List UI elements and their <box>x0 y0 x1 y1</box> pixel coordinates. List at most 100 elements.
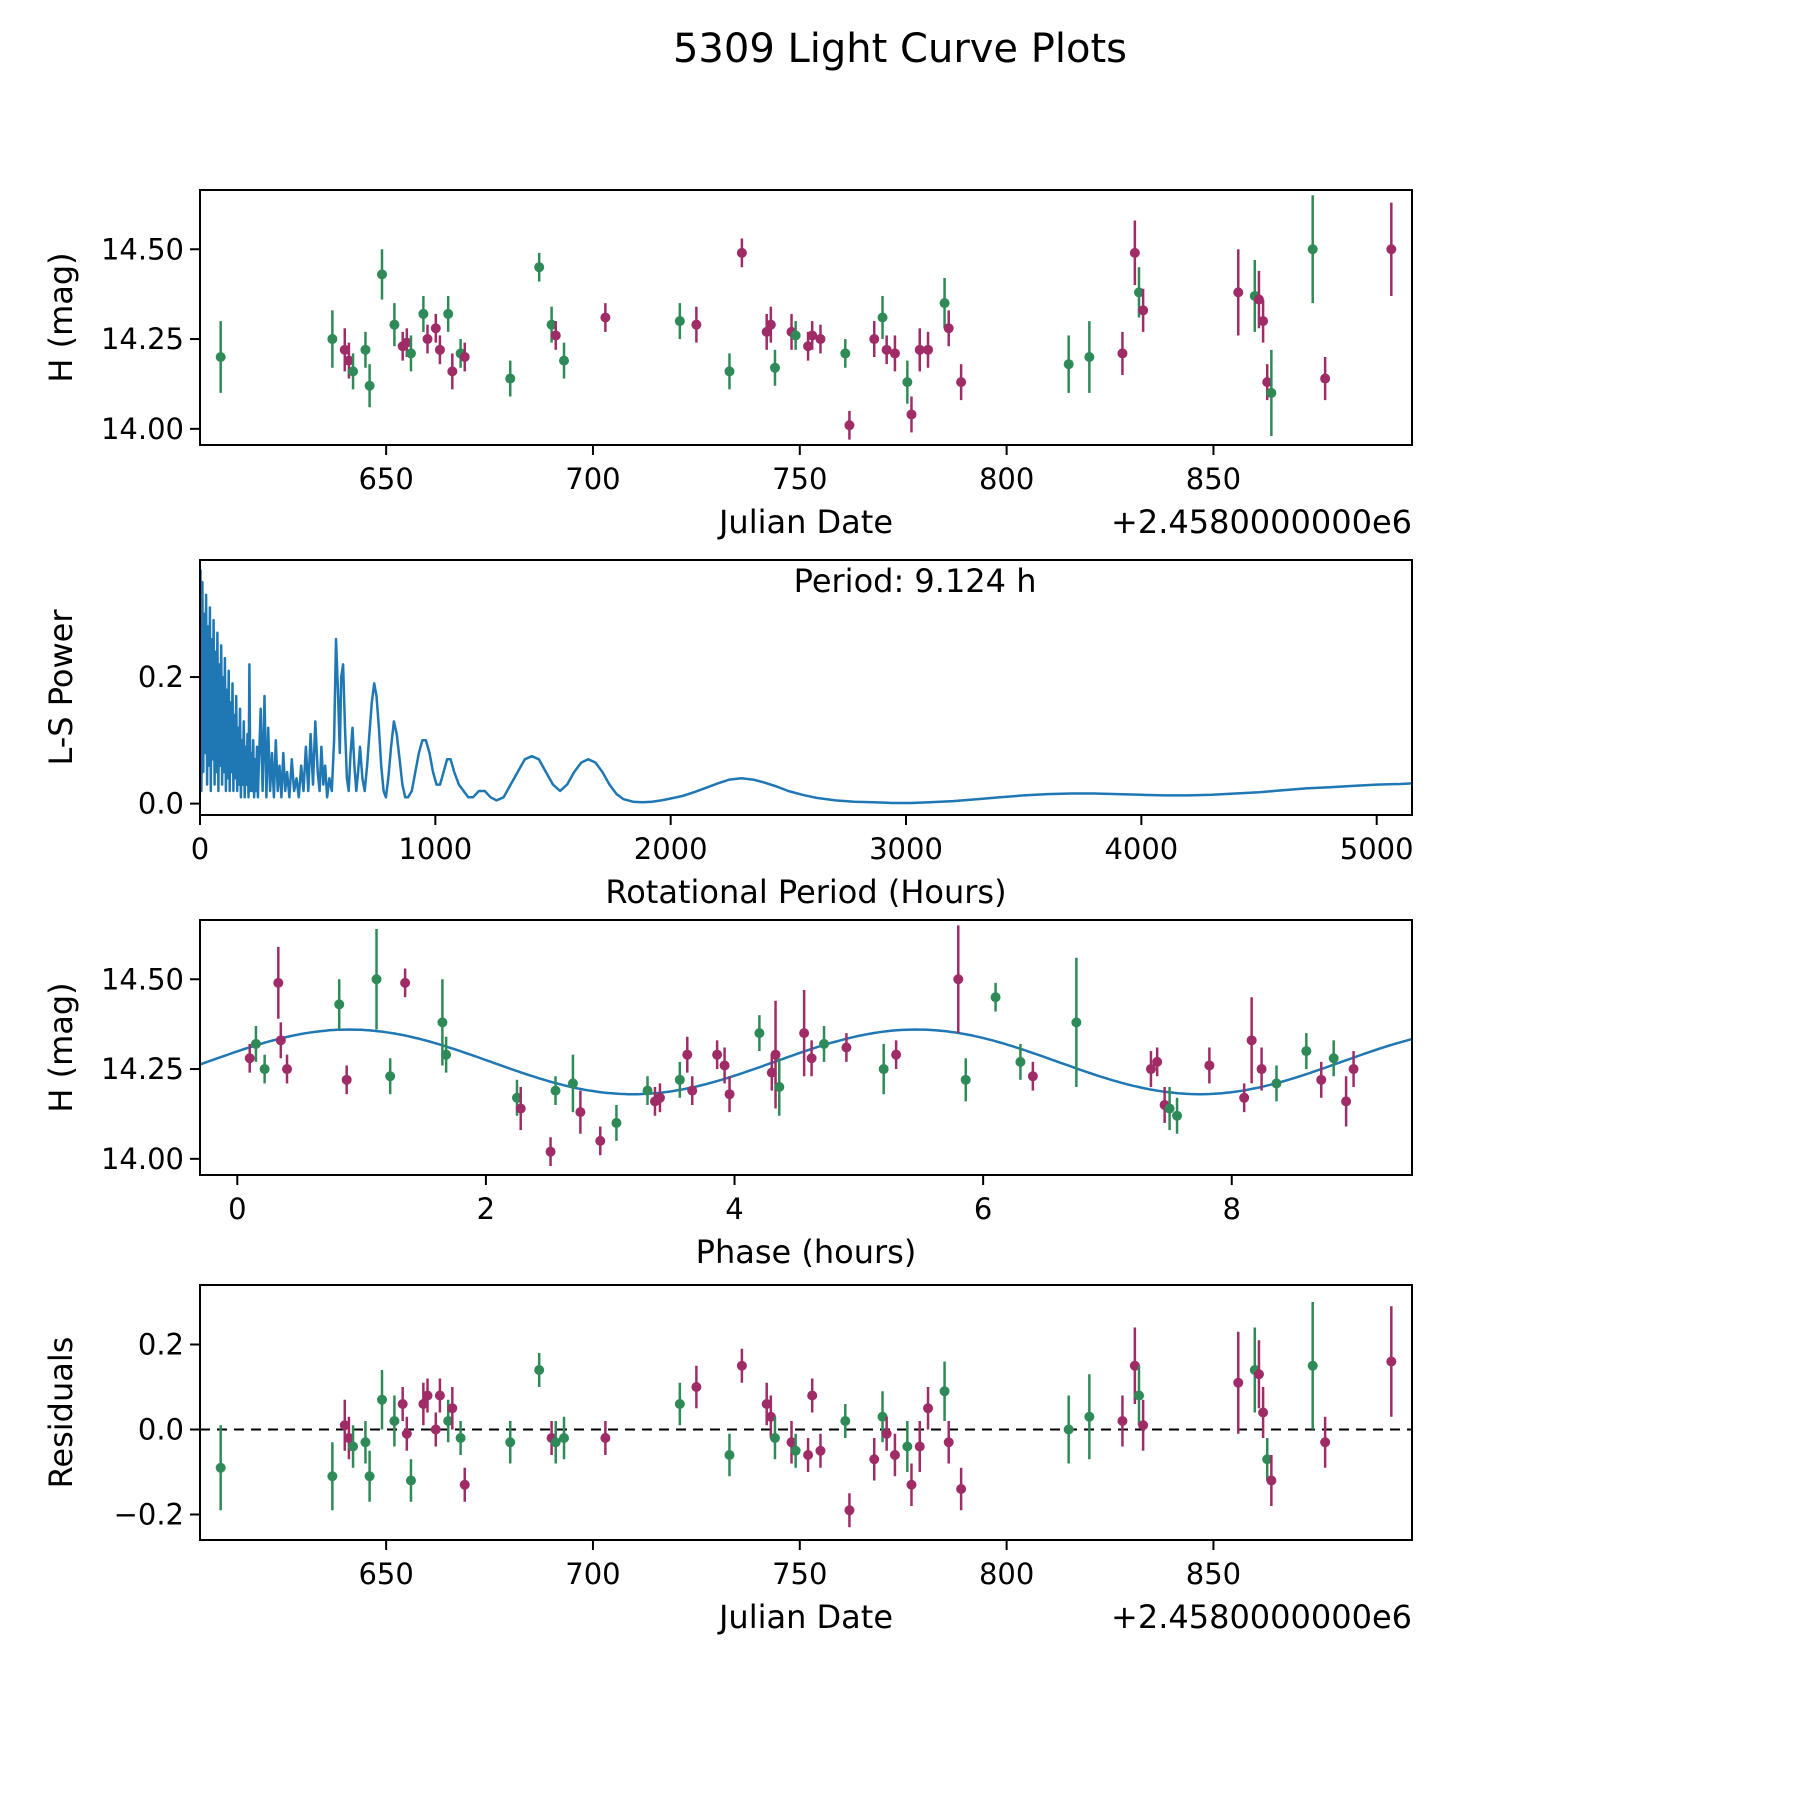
data-point <box>1129 247 1140 258</box>
x-axis-label: Julian Date <box>717 1598 893 1636</box>
data-point <box>600 1433 611 1443</box>
y-tick-label: 0.0 <box>138 787 184 821</box>
data-point <box>770 1049 781 1060</box>
data-point <box>1117 348 1128 359</box>
data-point <box>754 1028 765 1039</box>
data-point <box>1071 1017 1082 1028</box>
data-point <box>550 330 561 341</box>
data-point <box>1015 1056 1026 1067</box>
data-point <box>881 1428 892 1439</box>
data-point <box>339 344 350 355</box>
panel-residuals: 650 700 750 800 850 −0.2 0.0 0.2 Julian Date +2.4… <box>42 1284 1413 1636</box>
data-point <box>341 1074 352 1085</box>
data-point <box>443 308 454 319</box>
data-point <box>682 1049 693 1060</box>
panel-lightcurve: 650 700 750 800 850 14.00 14.25 14.50 Julian Dat… <box>42 189 1413 541</box>
data-point <box>691 319 702 330</box>
data-layer <box>215 195 1397 440</box>
data-point <box>1084 1411 1095 1422</box>
data-point <box>1138 305 1149 316</box>
data-point <box>401 1428 412 1439</box>
x-tick-label: 650 <box>358 462 413 496</box>
x-tick-label: 700 <box>565 462 620 496</box>
data-point <box>914 1441 925 1452</box>
data-point <box>447 1403 458 1414</box>
data-point <box>1307 1360 1318 1371</box>
x-tick-label: 750 <box>772 1557 827 1591</box>
data-point <box>687 1085 698 1096</box>
data-point <box>459 1479 470 1490</box>
y-tick-label: −0.2 <box>114 1498 184 1532</box>
data-point <box>840 348 851 359</box>
data-point <box>902 377 913 388</box>
data-point <box>259 1064 270 1075</box>
data-point <box>1138 1420 1149 1431</box>
figure-title: 5309 Light Curve Plots <box>673 26 1127 72</box>
y-axis-label: L-S Power <box>42 609 80 766</box>
data-point <box>990 992 1001 1003</box>
data-point <box>736 247 747 258</box>
data-point <box>724 366 735 377</box>
data-point <box>405 348 416 359</box>
data-point <box>1262 1454 1273 1465</box>
y-axis-label: Residuals <box>42 1337 80 1489</box>
y-tick-label: 0.2 <box>138 1328 184 1362</box>
data-point <box>339 1420 350 1431</box>
data-point <box>1152 1056 1163 1067</box>
data-point <box>1239 1092 1250 1103</box>
data-point <box>1117 1416 1128 1426</box>
data-point <box>422 334 433 345</box>
data-point <box>447 366 458 377</box>
data-point <box>674 1074 685 1085</box>
x-tick-label: 2 <box>477 1192 495 1226</box>
data-point <box>1341 1096 1352 1107</box>
data-point <box>803 1450 814 1460</box>
data-point <box>422 1390 433 1401</box>
data-point <box>1204 1060 1215 1071</box>
data-point <box>546 319 557 330</box>
data-point <box>1320 373 1331 384</box>
data-point <box>1386 244 1397 255</box>
x-tick-label: 4000 <box>1104 832 1178 866</box>
x-offset-label: +2.4580000000e6 <box>1111 1598 1412 1636</box>
data-point <box>455 1433 466 1443</box>
data-point <box>443 1416 454 1426</box>
panel-phased: 0 2 4 6 8 14.00 14.25 14.50 Phase (hours) H (mag) <box>42 919 1413 1271</box>
data-point <box>642 1085 653 1096</box>
y-tick-label: 14.00 <box>101 1142 184 1176</box>
data-point <box>891 1049 902 1060</box>
data-point <box>348 1441 359 1452</box>
data-point <box>953 974 964 985</box>
y-axis-label: H (mag) <box>42 982 80 1112</box>
data-point <box>1246 1035 1257 1046</box>
y-tick-label: 0.2 <box>138 660 184 694</box>
data-point <box>459 352 470 363</box>
data-point <box>819 1038 830 1049</box>
data-point <box>844 420 855 431</box>
data-point <box>878 1064 889 1075</box>
data-point <box>877 1411 888 1422</box>
x-tick-label: 3000 <box>869 832 943 866</box>
data-point <box>807 1390 818 1401</box>
data-point <box>418 1399 429 1409</box>
y-tick-label: 14.25 <box>101 322 184 356</box>
data-point <box>567 1078 578 1089</box>
data-point <box>769 1433 780 1443</box>
x-tick-label: 2000 <box>634 832 708 866</box>
data-point <box>674 1399 685 1409</box>
data-point <box>327 334 338 345</box>
data-point <box>418 308 429 319</box>
data-point <box>364 1471 375 1482</box>
x-tick-label: 650 <box>358 1557 413 1591</box>
data-point <box>1233 287 1244 298</box>
data-point <box>786 1437 797 1448</box>
data-point <box>215 352 226 363</box>
data-point <box>559 355 570 366</box>
x-tick-label: 700 <box>565 1557 620 1591</box>
data-point <box>1164 1103 1175 1114</box>
data-point <box>1233 1377 1244 1388</box>
data-point <box>1262 377 1273 388</box>
data-point <box>1266 387 1277 398</box>
data-point <box>1253 1369 1264 1380</box>
